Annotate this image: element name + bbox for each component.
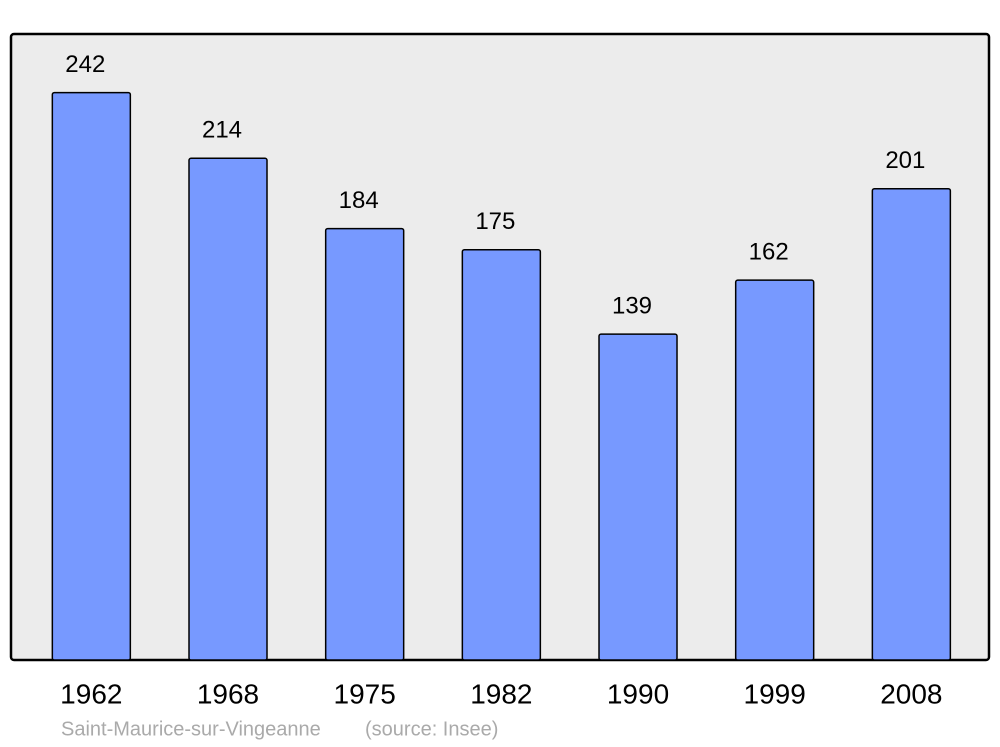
bar bbox=[461, 248, 542, 661]
bar bbox=[598, 333, 678, 661]
bar bbox=[871, 187, 952, 661]
x-tick-label: 1962 bbox=[60, 678, 122, 709]
x-tick-label: 1990 bbox=[607, 678, 669, 709]
value-label: 201 bbox=[885, 147, 925, 174]
x-tick-label: 2008 bbox=[880, 678, 942, 709]
value-label: 175 bbox=[475, 208, 515, 235]
bar bbox=[51, 91, 132, 661]
value-label: 162 bbox=[749, 239, 789, 266]
source-note: (source: Insee) bbox=[365, 718, 498, 740]
value-label: 184 bbox=[339, 187, 379, 214]
x-tick-label: 1982 bbox=[470, 678, 532, 709]
value-label: 139 bbox=[612, 292, 652, 319]
bar bbox=[734, 279, 815, 661]
x-tick-label: 1975 bbox=[334, 678, 396, 709]
value-label: 214 bbox=[202, 117, 242, 144]
x-tick-label: 1999 bbox=[744, 678, 806, 709]
bar bbox=[188, 157, 268, 661]
x-tick-label: 1968 bbox=[197, 678, 259, 709]
value-label: 242 bbox=[65, 51, 105, 78]
bar bbox=[324, 227, 405, 661]
place-name: Saint-Maurice-sur-Vingeanne bbox=[61, 718, 321, 740]
